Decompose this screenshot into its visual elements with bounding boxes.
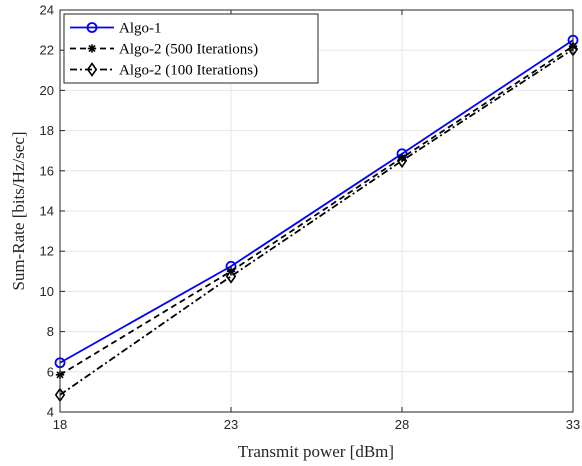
data-point [225,268,237,284]
legend-entry: Algo-2 (500 Iterations) [70,42,258,58]
x-tick-label: 33 [566,417,580,432]
legend-entry: Algo-1 [70,21,162,37]
legend-box [63,13,319,84]
y-tick-label: 14 [40,204,54,219]
y-tick-label: 16 [40,163,54,178]
legend-entry: Algo-2 (100 Iterations) [70,62,258,79]
series-line [59,48,574,396]
x-axis-label: Transmit power [dBm] [238,442,394,461]
marker-diamond [225,268,237,284]
series-line [59,45,574,376]
y-tick-label: 4 [47,405,54,420]
series-line [59,39,574,364]
x-tick-label: 28 [395,417,409,432]
data-point [396,153,408,169]
y-tick-label: 24 [40,3,54,18]
marker-asterisk [87,44,97,53]
y-tick-label: 12 [40,244,54,259]
y-tick-label: 22 [40,43,54,58]
legend-label: Algo-1 [119,21,162,37]
marker-diamond [86,62,98,77]
y-tick-label: 8 [47,324,54,339]
y-axis-label: Sum-Rate [bits/Hz/sec] [9,131,28,290]
y-tick-label: 20 [40,83,54,98]
x-tick-label: 18 [53,417,67,432]
y-tick-label: 18 [40,123,54,138]
legend-label: Algo-2 (100 Iterations) [119,63,258,79]
legend: Algo-1 Algo-2 (500 Iterations) Algo-2 (100… [63,13,319,84]
x-tick-label: 23 [224,417,238,432]
marker-circle [86,22,98,33]
axis-ticks: 18 23 28 33 4 6 8 10 12 14 16 18 20 22 24 [40,3,581,433]
marker-diamond [396,153,408,169]
y-tick-label: 10 [40,284,54,299]
legend-label: Algo-2 (500 Iterations) [119,42,258,58]
y-tick-label: 6 [47,364,54,379]
